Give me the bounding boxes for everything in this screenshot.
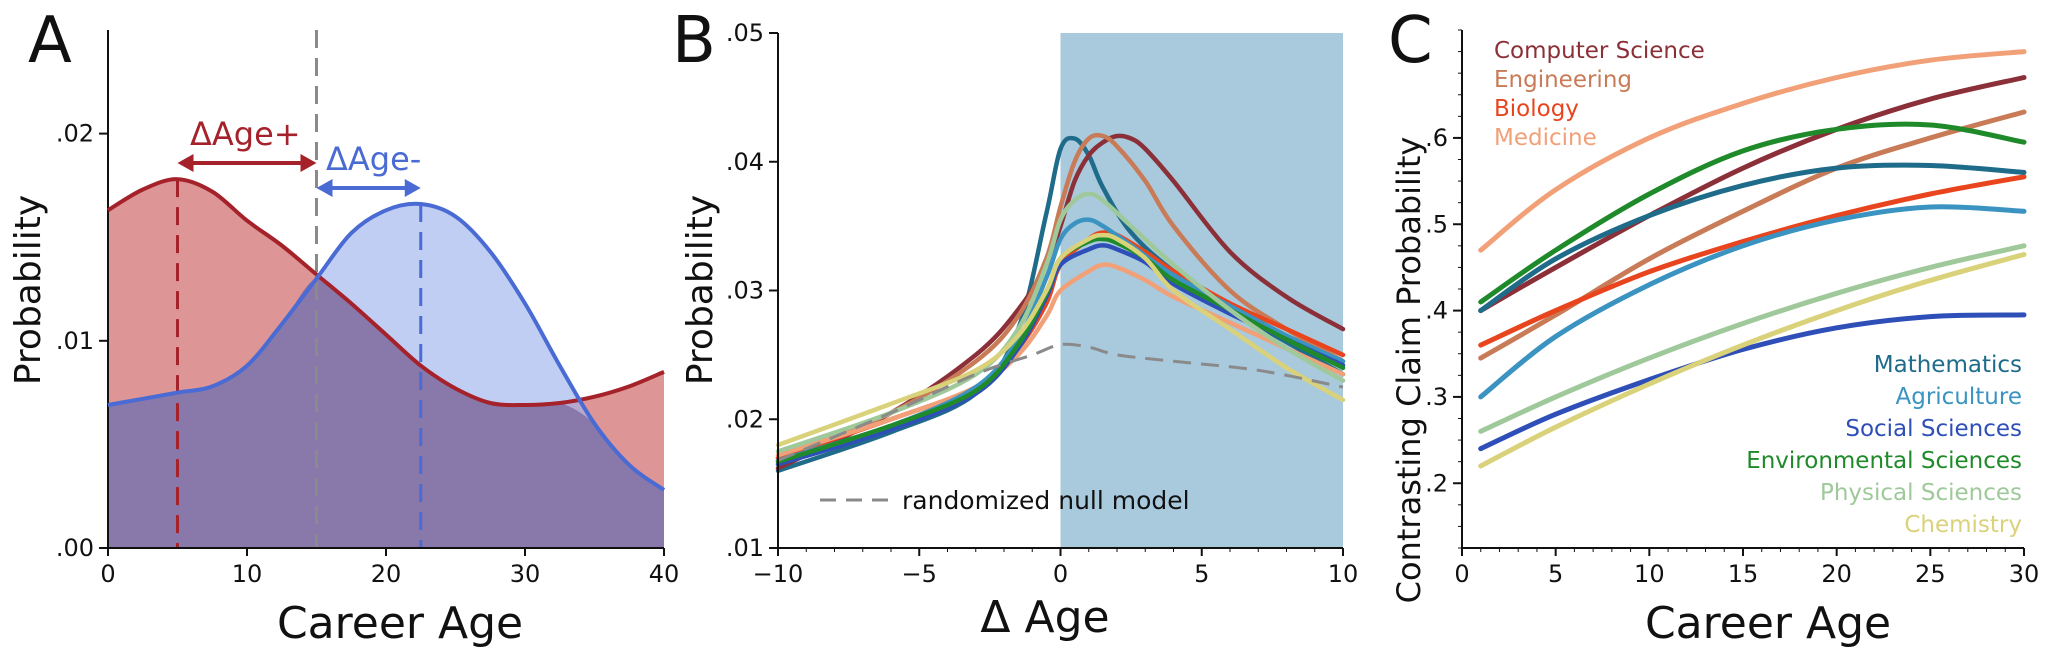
panel-c-x-tick-label: 0 [1454,560,1469,588]
panel-a-x-tick-label: 0 [100,560,115,588]
legend-mathematics: Mathematics [1874,352,2022,378]
panel-b-y-tick-label: .02 [726,405,764,433]
legend-environmental-sciences: Environmental Sciences [1746,448,2022,474]
panel-b-axes: −10 −5 0 5 10 .01 .02 .03 .04 .05 [726,19,1358,588]
panel-b-series-engineering [775,132,1346,461]
panel-b-lines [775,132,1346,474]
panel-c-x-tick-label: 10 [1634,560,1665,588]
panel-c-axes: 0 5 10 15 20 25 30 .2 .3 .4 .5 .6 [1425,29,2040,588]
panel-c-series-engineering [1478,109,2027,361]
panel-a-x-tick-label: 20 [371,560,402,588]
panel-c-x-tick-label: 15 [1728,560,1759,588]
legend-medicine: Medicine [1494,125,1597,151]
panel-b-series-social-sciences [775,243,1346,467]
null-model-legend-label: randomized null model [902,486,1190,515]
panel-b-series-computer-science [775,133,1346,471]
panel-c-x-tick-label: 25 [1915,560,1946,588]
panel-c-x-tick-label: 20 [1821,560,1852,588]
panel-c-y-tick-label: .2 [1425,469,1448,497]
panel-label-b: B [672,4,716,78]
panel-b-y-axis-label: Probability [680,195,721,385]
panel-b-x-tick-label: 10 [1328,560,1359,588]
panel-c-y-tick-label: .3 [1425,383,1448,411]
panel-c: 0 5 10 15 20 25 30 .2 .3 .4 .5 .6 Computer Science E… [1390,29,2040,649]
panel-c-y-tick-label: .5 [1425,210,1448,238]
panel-c-y-tick-label: .4 [1425,297,1448,325]
panel-b-x-axis-label: Δ Age [980,592,1109,643]
panel-a-x-tick-label: 30 [510,560,541,588]
panel-c-series-mathematics [1478,162,2027,314]
panel-a-delta-plus-arrow-head-right [300,154,317,172]
panel-c-series-computer-science [1478,75,2027,314]
panel-a-y-tick-label: .01 [56,327,94,355]
panel-a-y-tick-label: .00 [56,534,94,562]
panel-b-y-tick-label: .03 [726,277,764,305]
panel-c-series-agriculture [1478,204,2027,400]
panel-b-x-tick-label: −5 [902,560,937,588]
legend-computer-science: Computer Science [1494,38,1705,64]
panel-a-delta-minus-arrow-head-left [316,179,333,197]
panel-a-curve-minus [107,201,666,492]
panel-label-c: C [1388,4,1433,78]
panel-b: −10 −5 0 5 10 .01 .02 .03 .04 .05 randomized null… [680,19,1358,643]
legend-chemistry: Chemistry [1904,512,2022,538]
panel-c-x-axis-label: Career Age [1645,598,1891,649]
panel-a-axes: 0 10 20 30 40 .00 .01 .02 [56,30,679,588]
panel-b-y-tick-label: .01 [726,534,764,562]
panel-c-lines [1478,49,2027,469]
panel-label-a: A [28,4,72,78]
panel-b-series-environmental-sciences [775,236,1346,464]
panel-a-annotations: ΔAge+ ΔAge- [176,30,423,548]
panel-b-null-model-line [777,342,1344,462]
panel-c-series-environmental-sciences [1478,121,2027,305]
panel-c-y-axis-label: Contrasting Claim Probability [1390,137,1428,604]
legend-physical-sciences: Physical Sciences [1820,480,2022,506]
panel-a-x-tick-label: 10 [232,560,263,588]
panel-c-series-medicine [1478,49,2027,253]
panel-a-x-axis-label: Career Age [277,598,523,649]
panel-b-y-tick-label: .05 [726,19,764,47]
panel-a-delta-minus-label: ΔAge- [326,140,421,178]
panel-c-legend: Computer Science Engineering Biology Medici… [1494,38,2022,538]
panel-a-curve-plus [106,177,665,408]
panel-b-x-tick-label: −10 [753,560,804,588]
legend-engineering: Engineering [1494,67,1632,93]
panel-a-delta-minus-arrow-head-right [404,179,421,197]
panel-a-overlap-area [108,278,664,548]
panel-a-delta-plus-label: ΔAge+ [190,115,301,153]
panel-c-series-physical-sciences [1478,243,2027,434]
panel-c-x-tick-label: 30 [2009,560,2040,588]
panel-c-series-biology [1478,174,2027,348]
panel-a-y-tick-label: .02 [56,120,94,148]
legend-social-sciences: Social Sciences [1845,416,2022,442]
panel-b-series-chemistry [775,232,1346,448]
panel-a-fills [108,179,664,548]
panel-b-x-tick-label: 0 [1053,560,1068,588]
panel-c-series-social-sciences [1478,312,2027,452]
panel-a-lines [106,177,666,492]
panel-c-series-chemistry [1478,252,2027,469]
panel-a-y-axis-label: Probability [8,195,49,385]
panel-c-y-tick-label: .6 [1425,124,1448,152]
legend-biology: Biology [1494,96,1579,122]
panel-b-y-tick-label: .04 [726,148,764,176]
panel-b-x-tick-label: 5 [1194,560,1209,588]
panel-a-x-tick-label: 40 [649,560,680,588]
legend-agriculture: Agriculture [1896,384,2023,410]
panel-a-delta-plus-arrow-head-left [177,154,194,172]
panel-c-x-tick-label: 5 [1548,560,1563,588]
panel-a: ΔAge+ ΔAge- 0 10 20 30 40 .00 .01 .02 Career Age… [8,30,679,649]
